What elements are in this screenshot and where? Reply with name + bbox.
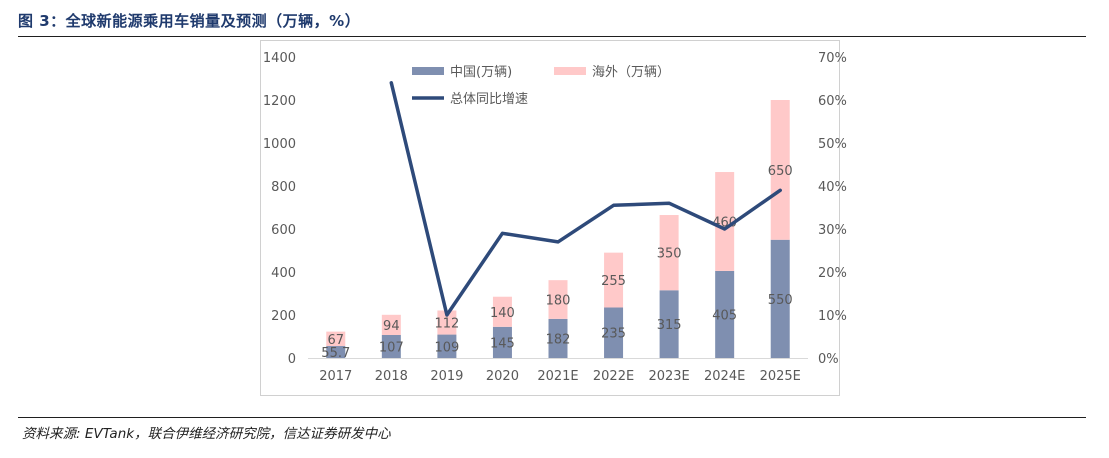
y-left-tick-label: 600 xyxy=(271,223,296,238)
bar-china xyxy=(659,290,679,358)
data-label-china: 235 xyxy=(601,327,626,342)
data-label-china: 315 xyxy=(657,318,682,333)
y-left-tick-label: 1400 xyxy=(263,51,296,66)
bar-china xyxy=(770,239,790,358)
bar-china xyxy=(604,307,624,358)
data-label-overseas: 112 xyxy=(434,317,459,332)
growth-line xyxy=(389,81,782,317)
bar-overseas xyxy=(492,296,512,327)
legend: 中国(万辆) 海外（万辆） 总体同比增速 xyxy=(412,65,670,107)
bar-china xyxy=(326,346,346,358)
x-tick-label: 2025E xyxy=(760,369,801,384)
bar-overseas xyxy=(326,331,346,347)
bar-overseas xyxy=(715,172,735,271)
data-label-china: 405 xyxy=(712,308,737,323)
y-right-tick-label: 20% xyxy=(818,266,847,281)
chart-frame xyxy=(260,40,840,396)
bar-overseas xyxy=(659,215,679,291)
bottom-rule xyxy=(18,417,1086,418)
x-tick-label: 2024E xyxy=(704,369,745,384)
legend-label-overseas: 海外（万辆） xyxy=(592,65,670,80)
bar-overseas xyxy=(604,252,624,308)
bar-china xyxy=(437,334,457,358)
y-left-tick-label: 1000 xyxy=(263,137,296,152)
bars xyxy=(326,100,790,358)
y-left-tick-label: 0 xyxy=(288,352,296,367)
y-left-tick-label: 200 xyxy=(271,309,296,324)
source-note: 资料来源: EVTank，联合伊维经济研究院，信达证券研发中心 xyxy=(22,426,391,442)
data-label-overseas: 140 xyxy=(490,306,515,321)
data-label-overseas: 67 xyxy=(328,333,345,348)
y-left-tick-label: 800 xyxy=(271,180,296,195)
y-right-tick-label: 40% xyxy=(818,180,847,195)
y-left-tick-label: 400 xyxy=(271,266,296,281)
x-tick-label: 2021E xyxy=(537,369,578,384)
data-label-china: 550 xyxy=(768,293,793,308)
data-label-china: 182 xyxy=(546,332,571,347)
data-label-overseas: 255 xyxy=(601,274,626,289)
growth-line-group xyxy=(389,81,782,317)
top-rule xyxy=(18,36,1086,37)
x-ticks: 2017 2018 2019 2020 2021E 2022E 2023E 2024E 2025… xyxy=(308,358,808,384)
figure-title: 图 3：全球新能源乘用车销量及预测（万辆，%） xyxy=(18,12,361,30)
bar-china xyxy=(548,318,568,358)
y-left-tick-label: 1200 xyxy=(263,94,296,109)
x-tick-label: 2023E xyxy=(648,369,689,384)
x-tick-label: 2022E xyxy=(593,369,634,384)
data-label-overseas: 180 xyxy=(546,294,571,309)
data-label-overseas: 94 xyxy=(383,319,400,334)
y-right-tick-label: 0% xyxy=(818,352,839,367)
bar-china xyxy=(492,326,512,358)
y-right-ticks: 0% 10% 20% 30% 40% 50% 60% 70% xyxy=(818,51,847,367)
legend-swatch-china xyxy=(412,67,444,75)
legend-label-growth: 总体同比增速 xyxy=(450,92,528,107)
data-label-overseas: 650 xyxy=(768,164,793,179)
data-label-china: 107 xyxy=(379,340,404,355)
x-tick-label: 2017 xyxy=(319,369,352,384)
y-right-tick-label: 30% xyxy=(818,223,847,238)
legend-swatch-overseas xyxy=(554,67,586,75)
legend-label-china: 中国(万辆) xyxy=(450,65,512,80)
y-right-tick-label: 10% xyxy=(818,309,847,324)
bar-overseas xyxy=(548,280,568,319)
y-right-tick-label: 50% xyxy=(818,137,847,152)
bar-overseas xyxy=(770,100,790,240)
bar-labels: 55.767 107 94 109 112 145 140 182 180 235 255 315 35… xyxy=(321,164,792,361)
bar-china xyxy=(381,334,401,358)
data-label-china: 145 xyxy=(490,336,515,351)
data-label-china: 55.7 xyxy=(321,346,350,361)
y-right-tick-label: 60% xyxy=(818,94,847,109)
y-left-ticks: 0 200 400 600 800 1000 1200 1400 xyxy=(263,51,296,367)
x-tick-label: 2019 xyxy=(430,369,463,384)
data-label-overseas: 350 xyxy=(657,247,682,262)
x-tick-label: 2018 xyxy=(375,369,408,384)
bar-overseas xyxy=(437,310,457,335)
bar-overseas xyxy=(381,314,401,335)
bar-china xyxy=(715,270,735,358)
y-right-tick-label: 70% xyxy=(818,51,847,66)
data-label-china: 109 xyxy=(434,340,459,355)
x-tick-label: 2020 xyxy=(486,369,519,384)
